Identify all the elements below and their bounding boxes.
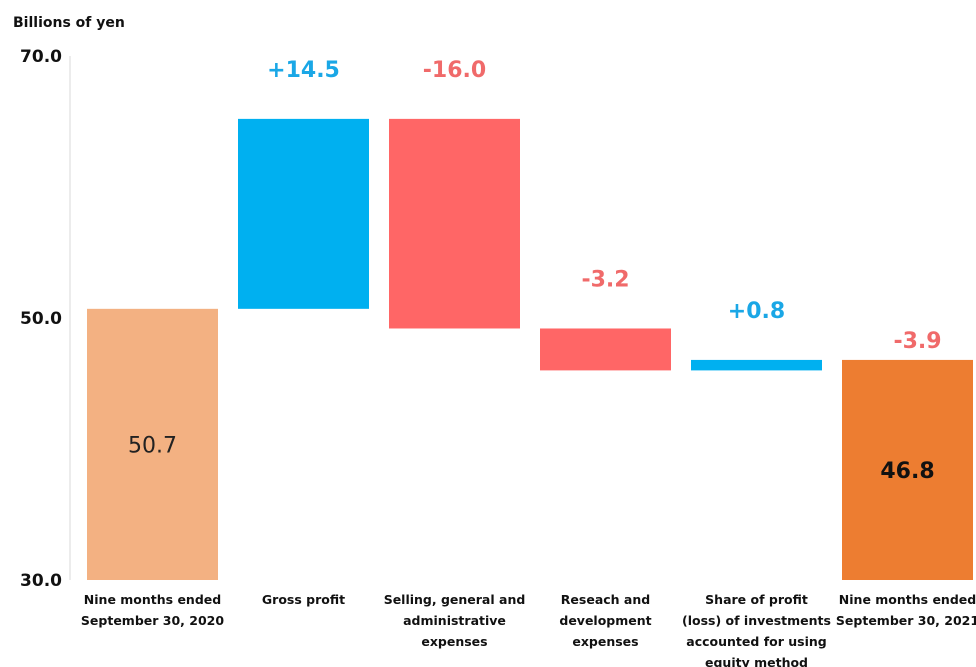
y-tick-label: 70.0 [20, 47, 62, 67]
bar-decrease [389, 118, 520, 329]
x-category-label: equity method [705, 655, 808, 667]
extra-data-label: -3.9 [893, 329, 941, 354]
data-label: 46.8 [880, 459, 934, 484]
x-category-label: Reseach and [561, 592, 650, 607]
x-category-label: expenses [572, 634, 638, 649]
bars-group [87, 118, 973, 580]
x-category-label: accounted for using [686, 634, 826, 649]
x-category-label: development [559, 613, 651, 628]
bar-decrease [540, 328, 671, 371]
x-category-label: Nine months ended [839, 592, 976, 607]
y-tick-label: 50.0 [20, 309, 62, 329]
x-category-label: Nine months ended [84, 592, 221, 607]
data-label: +0.8 [728, 299, 785, 324]
x-category-label: (loss) of investments [682, 613, 831, 628]
data-labels-group: 50.7 +14.5 -16.0 -3.2 +0.8 46.8 -3.9 [128, 58, 942, 484]
x-category-label: Selling, general and [384, 592, 526, 607]
data-label: 50.7 [128, 433, 177, 458]
bar-increase [238, 118, 369, 309]
bar-increase [691, 359, 822, 371]
x-category-label: September 30, 2020 [81, 613, 224, 628]
y-axis-ticks: 70.0 50.0 30.0 [20, 47, 62, 591]
x-category-label: Gross profit [262, 592, 345, 607]
x-category-label: Share of profit [705, 592, 808, 607]
data-label: -16.0 [423, 58, 486, 83]
y-axis-unit-label: Billions of yen [13, 15, 125, 31]
data-label: +14.5 [267, 58, 340, 83]
x-category-label: expenses [421, 634, 487, 649]
x-axis-labels: Nine months ended September 30, 2020 Gross… [81, 592, 976, 667]
bar-total [842, 359, 973, 580]
y-tick-label: 30.0 [20, 571, 62, 591]
data-label: -3.2 [581, 267, 629, 292]
x-category-label: September 30, 2021 [836, 613, 976, 628]
x-category-label: administrative [403, 613, 506, 628]
bar-total [87, 308, 218, 580]
